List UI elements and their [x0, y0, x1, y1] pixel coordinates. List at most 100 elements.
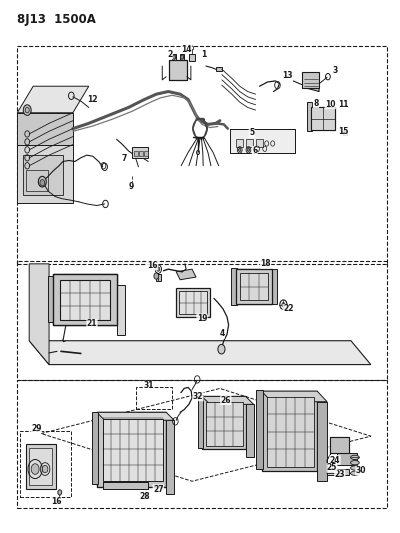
Bar	[144, 151, 148, 156]
Text: 28: 28	[139, 491, 150, 500]
Bar	[172, 54, 176, 60]
Text: 30: 30	[356, 466, 366, 475]
Bar	[17, 261, 387, 381]
Polygon shape	[236, 269, 272, 304]
Bar	[230, 128, 295, 152]
Circle shape	[282, 303, 285, 307]
Bar	[189, 54, 195, 61]
Circle shape	[58, 490, 62, 495]
Polygon shape	[330, 437, 349, 453]
Bar	[26, 170, 48, 191]
Bar	[17, 381, 387, 508]
Text: 31: 31	[143, 381, 154, 390]
Text: 14: 14	[181, 45, 192, 54]
Bar	[240, 273, 268, 300]
Polygon shape	[231, 268, 237, 305]
Circle shape	[42, 465, 48, 473]
Bar	[53, 274, 116, 325]
Text: 7: 7	[122, 155, 127, 164]
Polygon shape	[317, 402, 327, 481]
Bar	[236, 139, 243, 147]
Bar	[236, 269, 272, 304]
Polygon shape	[17, 113, 73, 144]
Bar	[216, 67, 222, 71]
Text: 1: 1	[201, 50, 206, 59]
Polygon shape	[29, 341, 371, 365]
Text: 2: 2	[168, 50, 173, 59]
Circle shape	[172, 55, 176, 59]
Bar	[103, 419, 163, 481]
Bar	[302, 72, 319, 88]
Bar	[311, 108, 335, 130]
Ellipse shape	[350, 471, 359, 475]
Polygon shape	[166, 420, 174, 495]
Bar	[330, 437, 349, 453]
Bar	[170, 60, 187, 80]
Circle shape	[157, 267, 160, 271]
Text: 27: 27	[153, 484, 164, 494]
Polygon shape	[202, 397, 246, 449]
Text: 32: 32	[193, 392, 203, 401]
Polygon shape	[17, 144, 73, 203]
Text: 3: 3	[332, 66, 338, 75]
Polygon shape	[272, 269, 278, 304]
Bar	[23, 155, 63, 195]
Polygon shape	[53, 274, 116, 325]
Bar	[103, 482, 148, 489]
Circle shape	[238, 148, 241, 151]
Text: 8J13  1500A: 8J13 1500A	[17, 13, 96, 27]
Bar	[179, 291, 207, 314]
Ellipse shape	[350, 461, 359, 465]
Polygon shape	[176, 269, 196, 280]
Bar	[20, 431, 71, 497]
Text: 16: 16	[51, 497, 62, 506]
Bar	[139, 151, 143, 156]
Ellipse shape	[350, 466, 359, 470]
Text: 4: 4	[219, 329, 224, 338]
Bar	[29, 448, 52, 486]
Bar	[136, 387, 172, 409]
Text: 8: 8	[313, 99, 319, 108]
Text: 25: 25	[327, 464, 337, 472]
Text: 23: 23	[334, 470, 345, 479]
Text: 6: 6	[252, 147, 258, 156]
Text: 12: 12	[88, 95, 98, 104]
Circle shape	[154, 273, 159, 279]
Polygon shape	[97, 413, 174, 420]
Text: 11: 11	[338, 100, 349, 109]
Text: 18: 18	[260, 260, 271, 268]
Circle shape	[38, 176, 46, 187]
Polygon shape	[29, 264, 49, 365]
Polygon shape	[230, 128, 295, 152]
Text: 5: 5	[249, 128, 254, 138]
Text: 19: 19	[197, 314, 207, 323]
Polygon shape	[202, 397, 254, 405]
Polygon shape	[256, 390, 263, 469]
Circle shape	[23, 105, 31, 115]
Bar	[176, 288, 210, 317]
Polygon shape	[307, 102, 312, 131]
Polygon shape	[337, 453, 357, 465]
Circle shape	[31, 464, 39, 474]
Circle shape	[40, 180, 45, 186]
Text: 26: 26	[220, 395, 231, 405]
Polygon shape	[327, 469, 349, 475]
Bar	[26, 444, 56, 489]
Bar	[180, 54, 184, 60]
Text: 9: 9	[129, 182, 134, 191]
Bar	[134, 151, 138, 156]
Polygon shape	[103, 482, 148, 489]
Text: 21: 21	[87, 319, 97, 328]
Text: 13: 13	[282, 71, 293, 80]
Polygon shape	[92, 413, 98, 484]
Polygon shape	[97, 413, 166, 487]
Circle shape	[247, 148, 250, 151]
Text: 15: 15	[339, 127, 349, 136]
Bar	[132, 147, 148, 158]
Text: 10: 10	[325, 100, 336, 109]
Text: 16: 16	[147, 261, 158, 270]
Text: 22: 22	[283, 304, 294, 313]
Polygon shape	[262, 391, 317, 471]
Bar	[246, 139, 253, 147]
Bar	[343, 131, 347, 135]
